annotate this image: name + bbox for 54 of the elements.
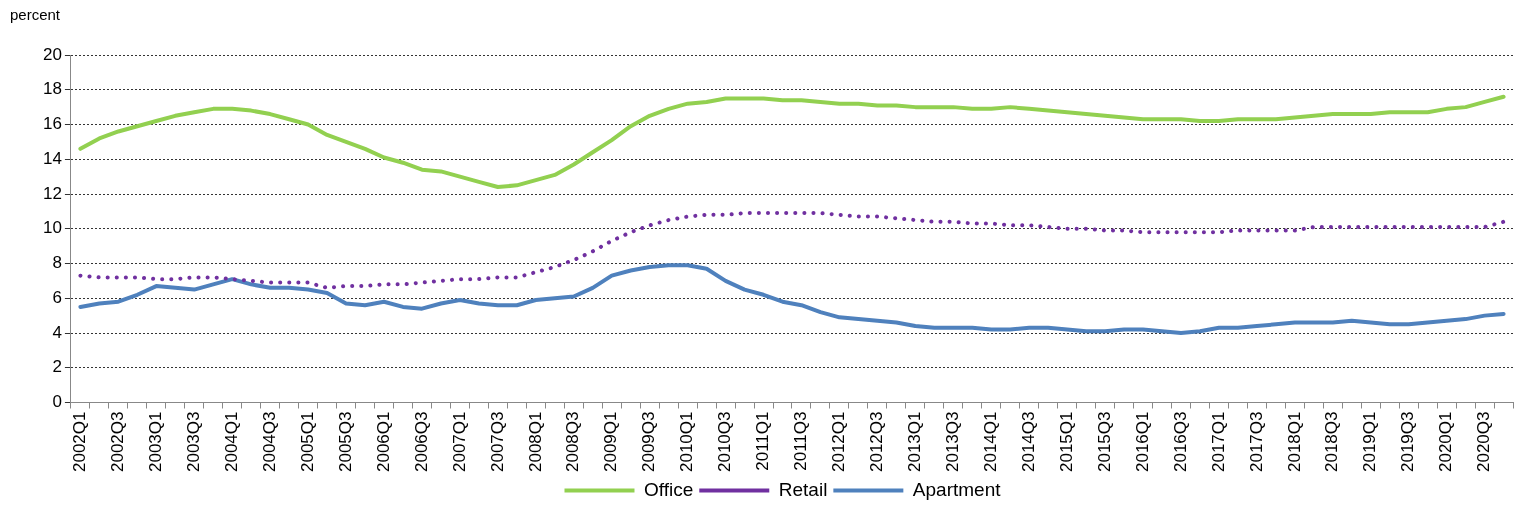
line-series xyxy=(78,211,1506,290)
x-tick-label: 2011Q1 xyxy=(753,411,773,471)
x-tick-label: 2019Q1 xyxy=(1360,411,1380,472)
x-tick-label: 2015Q3 xyxy=(1094,411,1114,472)
x-tick-label: 2016Q1 xyxy=(1132,411,1152,472)
x-tick-label: 2002Q3 xyxy=(108,411,128,472)
y-axis-title: percent xyxy=(10,5,61,23)
x-tick-label: 2003Q3 xyxy=(183,411,203,472)
x-tick-label: 2018Q3 xyxy=(1322,411,1342,472)
x-tick-label: 2003Q1 xyxy=(145,411,165,472)
x-tick-label: 2004Q1 xyxy=(221,411,241,472)
x-tick-label: 2017Q3 xyxy=(1246,411,1266,472)
y-tick-label: 14 xyxy=(42,148,62,168)
legend-label: Apartment xyxy=(912,478,1002,500)
x-tick-label: 2020Q1 xyxy=(1436,411,1456,472)
legend-label: Office xyxy=(644,478,694,500)
x-tick-label: 2005Q1 xyxy=(297,411,317,472)
y-tick-label: 18 xyxy=(42,79,62,99)
x-tick-label: 2006Q3 xyxy=(411,411,431,472)
y-tick-label: 10 xyxy=(42,218,62,238)
x-tick-label: 2011Q3 xyxy=(791,411,811,471)
x-tick-label: 2014Q1 xyxy=(980,411,1000,472)
x-tick-label: 2008Q1 xyxy=(525,411,545,472)
x-tick-label: 2006Q1 xyxy=(373,411,393,472)
y-tick-label: 20 xyxy=(42,44,62,64)
x-tick-label: 2005Q3 xyxy=(335,411,355,472)
x-tick-label: 2013Q3 xyxy=(942,411,962,472)
x-tick-label: 2016Q3 xyxy=(1170,411,1190,472)
x-tick-label: 2007Q3 xyxy=(487,411,507,472)
y-tick-label: 16 xyxy=(42,114,62,134)
x-tick-label: 2010Q1 xyxy=(677,411,697,472)
y-tick-label: 0 xyxy=(52,392,62,412)
x-tick-label: 2019Q3 xyxy=(1398,411,1418,472)
y-tick-label: 4 xyxy=(52,322,62,342)
x-tick-label: 2017Q1 xyxy=(1208,411,1228,472)
x-tick-label: 2018Q1 xyxy=(1284,411,1304,472)
x-tick-label: 2004Q3 xyxy=(259,411,279,472)
x-tick-label: 2013Q1 xyxy=(905,411,925,472)
y-tick-label: 2 xyxy=(52,357,62,377)
y-tick-label: 8 xyxy=(52,253,62,273)
x-tick-label: 2002Q1 xyxy=(70,411,90,472)
y-tick-label: 6 xyxy=(52,287,62,307)
y-tick-label: 12 xyxy=(42,183,62,203)
x-tick-label: 2012Q1 xyxy=(829,411,849,472)
x-tick-label: 2009Q3 xyxy=(639,411,659,472)
x-tick-label: 2015Q1 xyxy=(1056,411,1076,472)
x-tick-label: 2007Q1 xyxy=(449,411,469,472)
legend-label: Retail xyxy=(778,478,828,500)
x-tick-label: 2010Q3 xyxy=(715,411,735,472)
x-tick-label: 2014Q3 xyxy=(1018,411,1038,472)
x-tick-label: 2020Q3 xyxy=(1474,411,1494,472)
x-tick-label: 2008Q3 xyxy=(563,411,583,472)
x-tick-label: 2009Q1 xyxy=(601,411,621,472)
x-tick-label: 2012Q3 xyxy=(867,411,887,472)
